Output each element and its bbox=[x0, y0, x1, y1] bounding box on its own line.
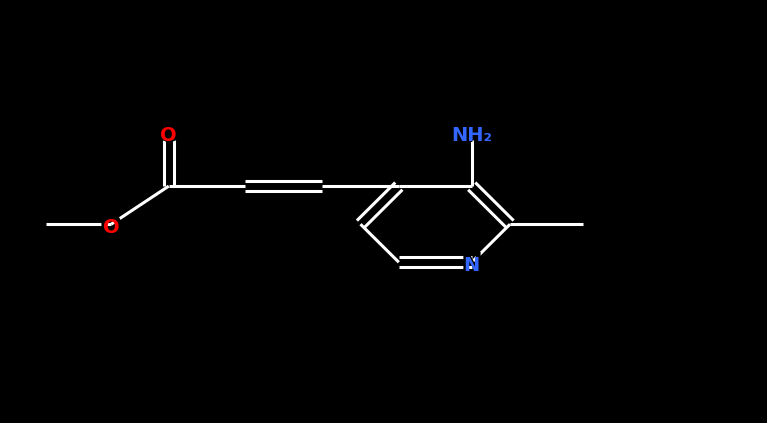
Text: O: O bbox=[157, 122, 180, 148]
Text: O: O bbox=[160, 126, 177, 145]
Text: N: N bbox=[461, 252, 482, 278]
Text: O: O bbox=[100, 214, 123, 240]
Text: O: O bbox=[103, 218, 120, 236]
Text: N: N bbox=[463, 256, 480, 275]
Text: NH₂: NH₂ bbox=[444, 122, 499, 148]
Text: NH₂: NH₂ bbox=[451, 126, 492, 145]
